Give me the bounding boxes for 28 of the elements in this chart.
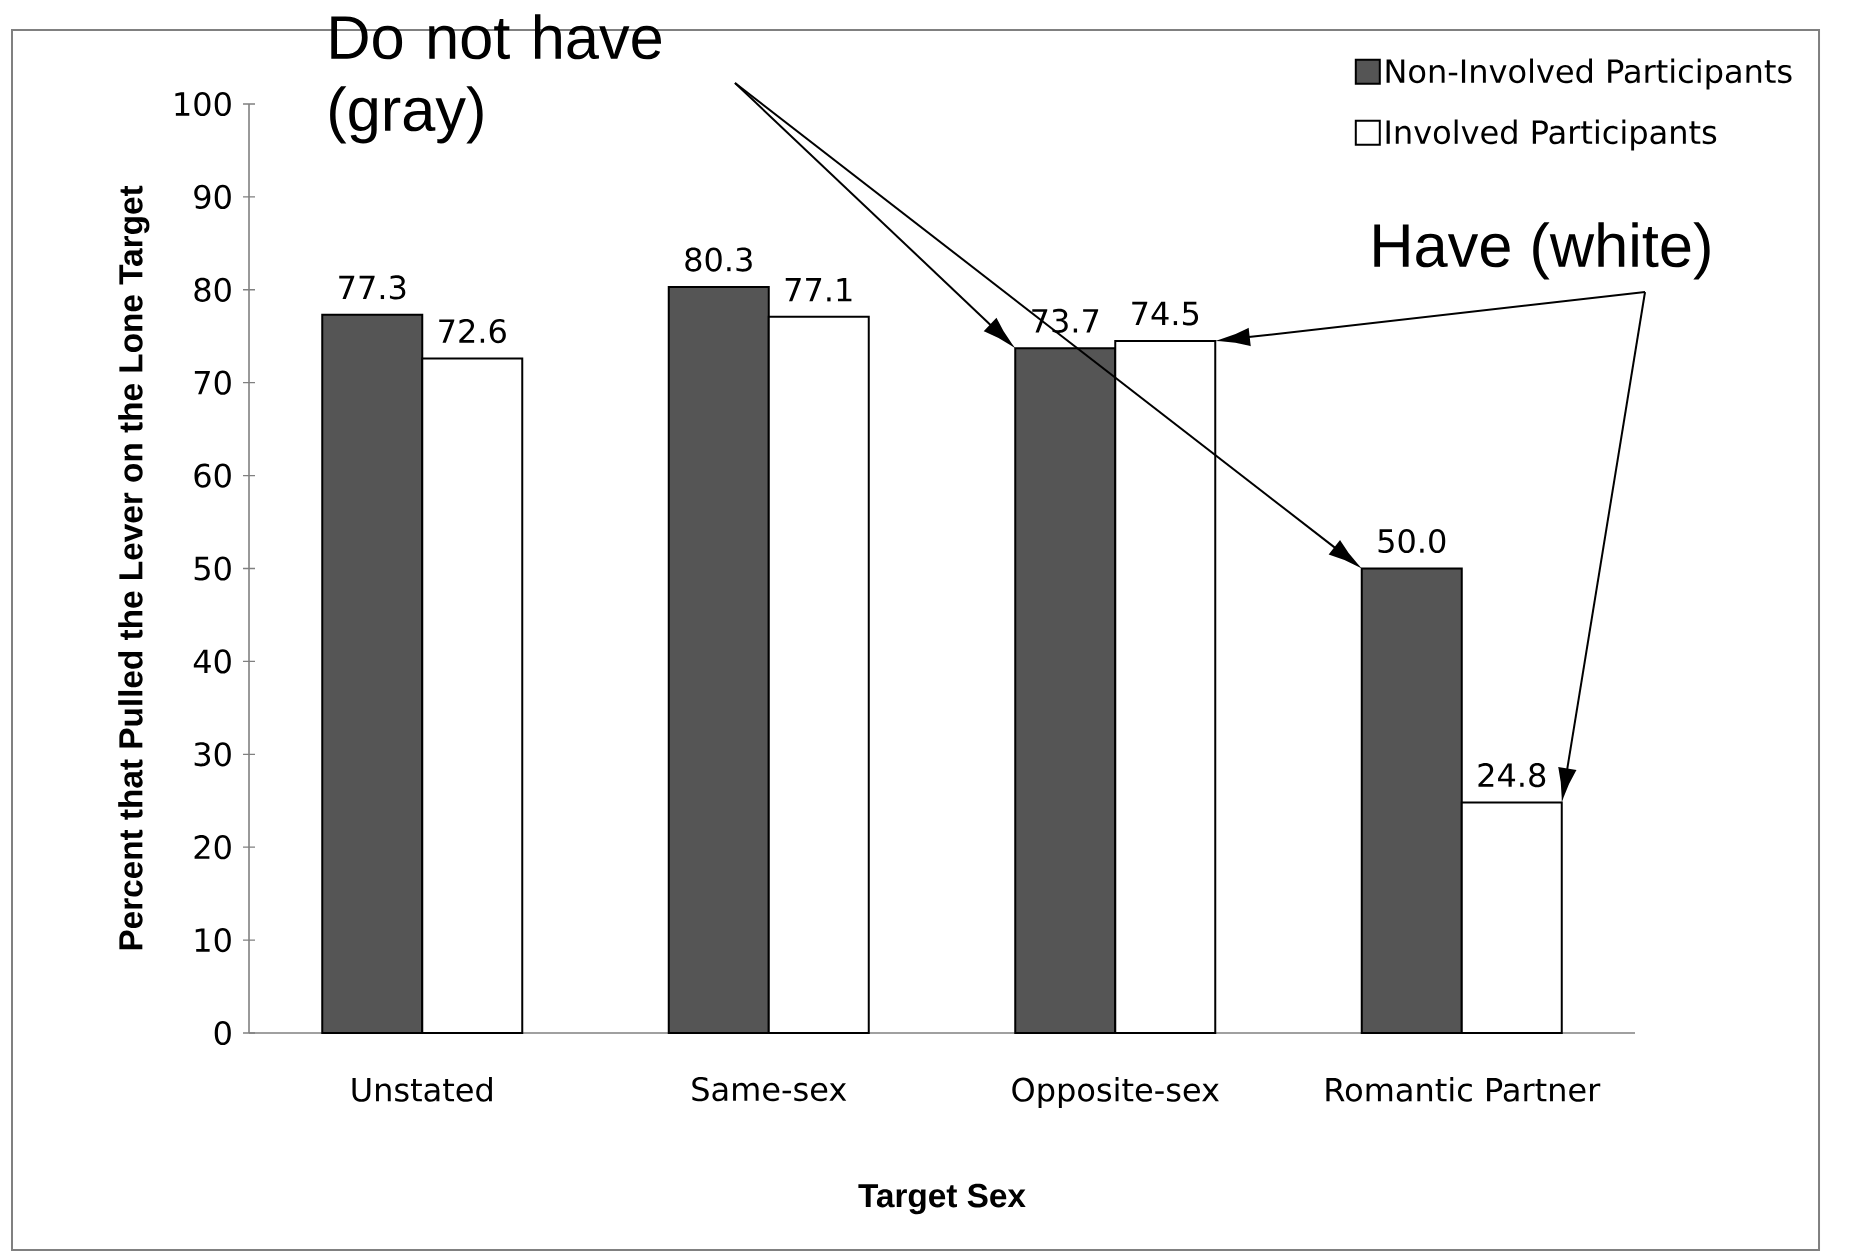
y-tick-label: 60 [194,463,231,488]
data-label: 77.1 [785,278,852,302]
data-label: 50.0 [1378,528,1446,554]
y-tick-label: 90 [194,184,231,209]
y-tick-label: 0 [214,1020,231,1046]
data-label: 72.6 [439,318,506,344]
data-label: 74.5 [1132,301,1199,326]
x-tick-label: Opposite-sex [1012,1077,1219,1109]
y-tick-label: 50 [194,556,231,581]
data-label: 80.3 [685,247,752,272]
y-tick-label: 70 [194,370,231,395]
x-tick-label: Same-sex [692,1077,847,1102]
y-axis-title: Percent that Pulled the Lever on the Lone Target [118,185,150,950]
annotation: Do not have (gray) [330,14,662,144]
x-axis-title: Target Sex [858,1183,1026,1215]
y-tick-label: 10 [195,927,231,953]
y-tick-label: 40 [193,649,231,674]
legend-label: Non-Involved Participants [1386,58,1792,90]
y-tick-label: 30 [194,742,231,767]
x-tick-label: Romantic Partner [1326,1077,1601,1102]
annotation: Have (white) [1374,222,1710,280]
y-tick-label: 20 [194,835,231,860]
y-tick-label: 80 [194,277,231,302]
legend-label: Involved Participants [1386,119,1717,151]
y-tick-label: 100 [175,91,231,117]
data-label: 24.8 [1478,763,1546,788]
data-label: 77.3 [339,275,406,300]
x-tick-label: Unstated [352,1077,492,1102]
